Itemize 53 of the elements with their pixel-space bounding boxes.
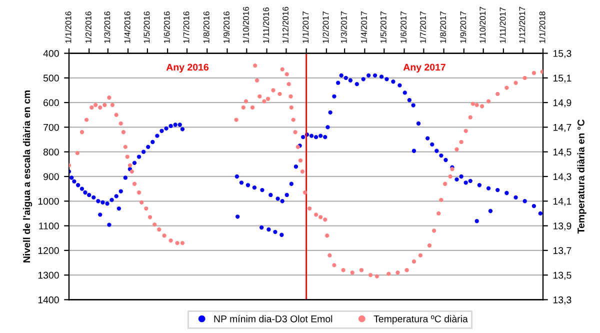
y-tick-label: 500 — [43, 74, 59, 82]
x-tick-label: 1/1/2017 — [302, 12, 309, 43]
y-tick-label: 1400 — [38, 296, 59, 304]
x-tick-label: 1/12/2017 — [519, 6, 526, 43]
y-tick-label: 400 — [43, 50, 59, 57]
y-tick-label: 1100 — [39, 222, 59, 230]
x-tick-label: 1/11/2016 — [262, 7, 270, 43]
y-axis-title: Nivell de l'aigua a escala diària en cm — [22, 90, 32, 262]
y2-tick-label: 13,5 — [553, 272, 572, 280]
x-tick-label: 1/1/2016 — [65, 11, 72, 43]
x-tick-label: 1/10/2016 — [242, 6, 249, 43]
x-tick-label: 1/7/2017 — [420, 12, 426, 43]
legend-label: NP mínim dia-D3 Olot Emol — [214, 315, 332, 322]
x-tick-label: 1/3/2016 — [104, 11, 110, 43]
x-tick-label: 1/7/2016 — [183, 11, 190, 43]
y-tick-label: 600 — [44, 99, 59, 106]
y-tick-label: 700 — [44, 124, 59, 131]
annotation: Any 2016 — [166, 64, 208, 73]
x-tick-label: 1/8/2016 — [203, 11, 210, 43]
x-tick-label: 1/6/2017 — [400, 12, 406, 43]
y2-tick-label: 14,5 — [553, 148, 572, 157]
x-tick-label: 1/2/2017 — [322, 12, 329, 43]
x-tick-label: 1/9/2016 — [223, 11, 230, 43]
y2-tick-label: 14,1 — [553, 198, 572, 206]
y-tick-label: 1300 — [38, 272, 59, 279]
x-tick-label: 1/1/2018 — [539, 11, 546, 43]
y2-tick-label: 13,7 — [553, 247, 572, 256]
y2-tick-label: 13,9 — [553, 222, 572, 231]
x-tick-label: 1/8/2017 — [440, 12, 446, 43]
y-tick-label: 1200 — [38, 247, 59, 254]
x-tick-label: 1/2/2016 — [85, 11, 92, 43]
legend-label: Temperatura ºC diària — [374, 315, 468, 324]
x-tick-label: 1/6/2016 — [164, 11, 170, 43]
y2-axis-title: Temperatura diària en °C — [577, 120, 586, 234]
y2-tick-label: 15,1 — [553, 74, 572, 83]
x-tick-label: 1/4/2017 — [360, 12, 367, 43]
x-tick-label: 1/11/2017 — [500, 8, 506, 43]
x-tick-label: 1/3/2017 — [340, 12, 347, 43]
x-tick-label: 1/12/2016 — [282, 6, 288, 43]
x-tick-label: 1/5/2017 — [380, 12, 386, 43]
x-tick-label: 1/9/2017 — [460, 12, 466, 43]
y2-tick-label: 14,3 — [553, 173, 572, 182]
y-tick-label: 1000 — [38, 198, 59, 205]
x-tick-label: 1/4/2016 — [124, 11, 130, 43]
y2-tick-label: 14,7 — [553, 124, 572, 132]
y-tick-label: 800 — [43, 148, 59, 156]
annotation: Any 2017 — [403, 64, 446, 73]
x-tick-label: 1/10/2017 — [479, 6, 486, 43]
y-tick-label: 900 — [44, 173, 59, 180]
y2-tick-label: 14,9 — [553, 99, 572, 108]
y2-tick-label: 15,3 — [553, 50, 572, 58]
y2-tick-label: 13,3 — [553, 296, 572, 304]
x-tick-label: 1/5/2016 — [144, 11, 150, 43]
